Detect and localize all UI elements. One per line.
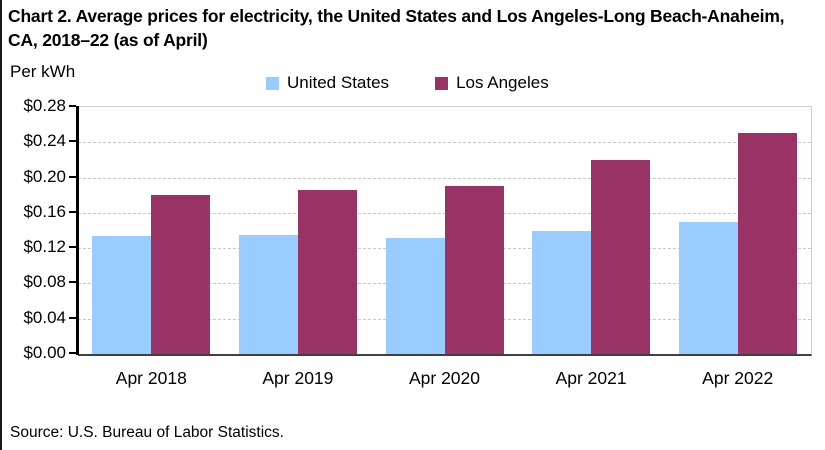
gridline <box>78 142 811 144</box>
bar-united-states <box>92 235 152 354</box>
bar-los-angeles <box>737 132 797 354</box>
united-states-swatch-icon <box>266 76 279 90</box>
y-axis-tick <box>69 281 76 284</box>
chart-title: Chart 2. Average prices for electricity,… <box>8 6 785 50</box>
bar-los-angeles <box>444 185 504 354</box>
legend-item-united-states: United States <box>266 73 389 93</box>
y-axis-tick-label: $0.04 <box>23 307 66 327</box>
left-border-line <box>0 0 2 450</box>
y-axis-tick-label: $0.20 <box>23 166 66 186</box>
bar-los-angeles <box>591 159 651 354</box>
bar-united-states <box>678 221 738 354</box>
y-axis-tick <box>69 352 76 354</box>
x-axis-tick-label: Apr 2018 <box>115 368 187 388</box>
bar-los-angeles <box>151 195 211 354</box>
x-axis-tick-label: Apr 2019 <box>262 368 334 388</box>
y-axis-tick-label: $0.16 <box>23 201 66 221</box>
y-axis-tick-label: $0.00 <box>23 343 66 362</box>
y-axis-tick-label: $0.08 <box>23 272 66 292</box>
los-angeles-swatch-icon <box>435 76 449 90</box>
legend-label-los-angeles: Los Angeles <box>456 73 549 92</box>
legend-label-united-states: United States <box>287 73 390 92</box>
y-axis-tick <box>69 140 76 143</box>
y-axis-tick-label: $0.28 <box>23 96 66 115</box>
y-axis-tick <box>69 246 76 249</box>
y-axis-tick-label: $0.24 <box>23 131 66 151</box>
x-axis-tick-label: Apr 2020 <box>408 368 480 388</box>
bar-los-angeles <box>297 189 357 354</box>
gridline <box>78 177 811 179</box>
x-axis-tick-label: Apr 2021 <box>555 368 627 388</box>
x-axis-tick-label: Apr 2022 <box>702 368 774 388</box>
legend: United States Los Angeles <box>266 73 549 93</box>
y-axis-unit-label: Per kWh <box>10 62 76 81</box>
y-axis-line <box>76 106 79 355</box>
y-axis-tick <box>69 105 76 107</box>
y-axis-tick <box>69 316 76 319</box>
plot-area <box>78 106 812 356</box>
y-axis-tick <box>69 175 76 178</box>
source-note: Source: U.S. Bureau of Labor Statistics. <box>10 424 284 441</box>
y-axis-tick-label: $0.12 <box>23 237 66 257</box>
legend-item-los-angeles: Los Angeles <box>435 73 549 93</box>
bar-united-states <box>532 231 592 354</box>
y-axis-tick <box>69 210 76 213</box>
bar-united-states <box>385 237 445 354</box>
bar-united-states <box>238 234 298 354</box>
